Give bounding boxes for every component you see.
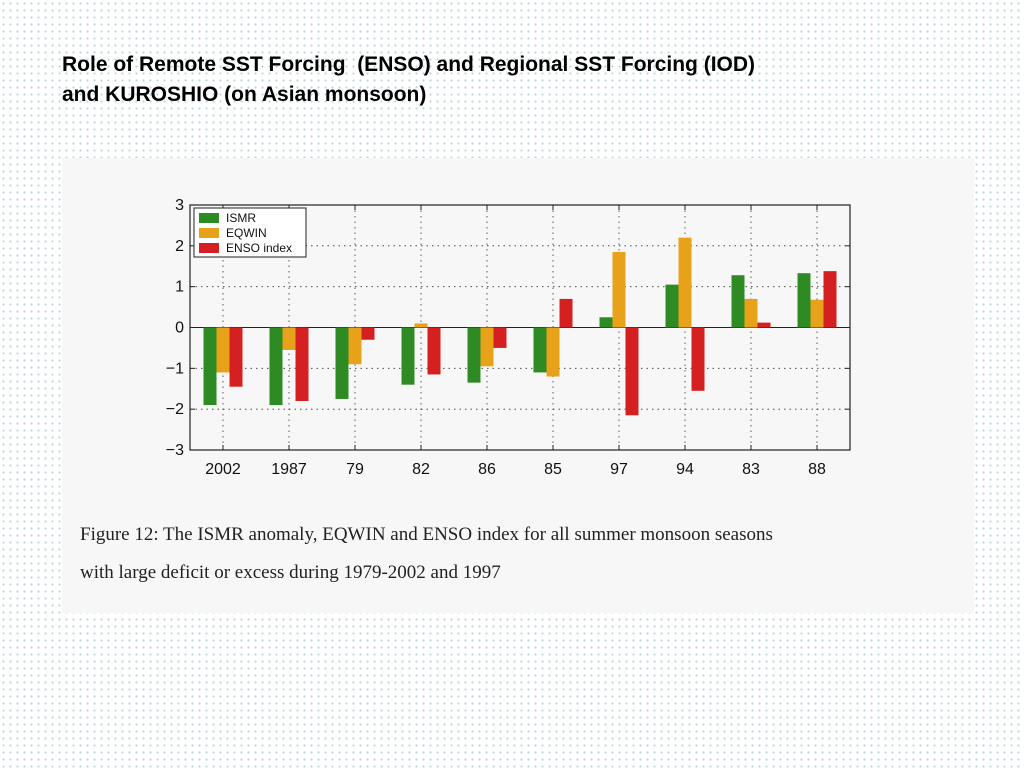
bar-enso-index-82 bbox=[427, 327, 441, 375]
y-tick-label: −2 bbox=[166, 401, 184, 418]
bar-ismr-82 bbox=[401, 327, 415, 385]
x-tick-label: 82 bbox=[412, 461, 430, 478]
bar-enso-index-1987 bbox=[295, 327, 309, 401]
bar-ismr-1987 bbox=[269, 327, 283, 406]
bar-enso-index-85 bbox=[559, 298, 573, 328]
bar-eqwin-85 bbox=[546, 327, 560, 377]
bar-eqwin-86 bbox=[480, 327, 494, 367]
bar-enso-index-2002 bbox=[229, 327, 243, 387]
bar-ismr-85 bbox=[533, 327, 547, 373]
bar-ismr-86 bbox=[467, 327, 481, 383]
caption-line-1: Figure 12: The ISMR anomaly, EQWIN and E… bbox=[80, 524, 773, 545]
legend-label: ENSO index bbox=[226, 241, 292, 255]
legend-swatch-enso-index bbox=[199, 243, 219, 253]
slide-title-line-2: and KUROSHIO (on Asian monsoon) bbox=[62, 83, 427, 106]
bar-chart: 3 2 1 0 −1 −2 −3 2002 1987 79 82 86 85 97 94 83 88 ISMREQ… bbox=[166, 197, 851, 478]
x-tick-label: 97 bbox=[610, 461, 628, 478]
x-tick-label: 94 bbox=[676, 461, 694, 478]
y-tick-label: −1 bbox=[166, 360, 184, 377]
x-tick-label: 83 bbox=[742, 461, 760, 478]
bar-eqwin-79 bbox=[348, 327, 362, 365]
bar-eqwin-2002 bbox=[216, 327, 230, 373]
figure-caption: Figure 12: The ISMR anomaly, EQWIN and E… bbox=[80, 516, 960, 592]
bar-enso-index-79 bbox=[361, 327, 375, 340]
slide-title: Role of Remote SST Forcing (ENSO) and Re… bbox=[62, 50, 962, 110]
legend-label: EQWIN bbox=[226, 226, 267, 240]
legend-label: ISMR bbox=[226, 211, 256, 225]
slide-title-line-1: Role of Remote SST Forcing (ENSO) and Re… bbox=[62, 53, 756, 76]
bar-enso-index-83 bbox=[757, 322, 771, 328]
x-tick-label: 79 bbox=[346, 461, 364, 478]
figure-scan: 3 2 1 0 −1 −2 −3 2002 1987 79 82 86 85 97 94 83 88 ISMR EQ… bbox=[62, 158, 974, 613]
bar-enso-index-94 bbox=[691, 327, 705, 391]
bar-ismr-2002 bbox=[203, 327, 217, 406]
bar-ismr-79 bbox=[335, 327, 349, 399]
bar-enso-index-88 bbox=[823, 271, 837, 328]
bar-eqwin-88 bbox=[810, 299, 824, 328]
bar-enso-index-97 bbox=[625, 327, 639, 416]
x-tick-label: 86 bbox=[478, 461, 496, 478]
bar-ismr-83 bbox=[731, 275, 745, 328]
y-tick-label: 1 bbox=[175, 279, 184, 296]
x-tick-label: 85 bbox=[544, 461, 562, 478]
bar-ismr-94 bbox=[665, 284, 679, 328]
y-tick-label: 0 bbox=[175, 320, 184, 337]
x-tick-label: 2002 bbox=[205, 461, 241, 478]
bar-eqwin-83 bbox=[744, 298, 758, 328]
bar-eqwin-94 bbox=[678, 237, 692, 328]
bar-eqwin-1987 bbox=[282, 327, 296, 350]
x-tick-label: 88 bbox=[808, 461, 826, 478]
bar-eqwin-97 bbox=[612, 251, 626, 328]
y-tick-label: 3 bbox=[175, 197, 184, 214]
bar-eqwin-82 bbox=[414, 323, 428, 328]
bar-enso-index-86 bbox=[493, 327, 507, 348]
y-tick-label: 2 bbox=[175, 238, 184, 255]
y-tick-label: −3 bbox=[166, 442, 184, 459]
x-tick-label: 1987 bbox=[271, 461, 307, 478]
legend-swatch-ismr bbox=[199, 213, 219, 223]
legend-swatch-eqwin bbox=[199, 228, 219, 238]
caption-line-2: with large deficit or excess during 1979… bbox=[80, 562, 501, 583]
bar-ismr-88 bbox=[797, 273, 811, 328]
bar-ismr-97 bbox=[599, 317, 613, 328]
